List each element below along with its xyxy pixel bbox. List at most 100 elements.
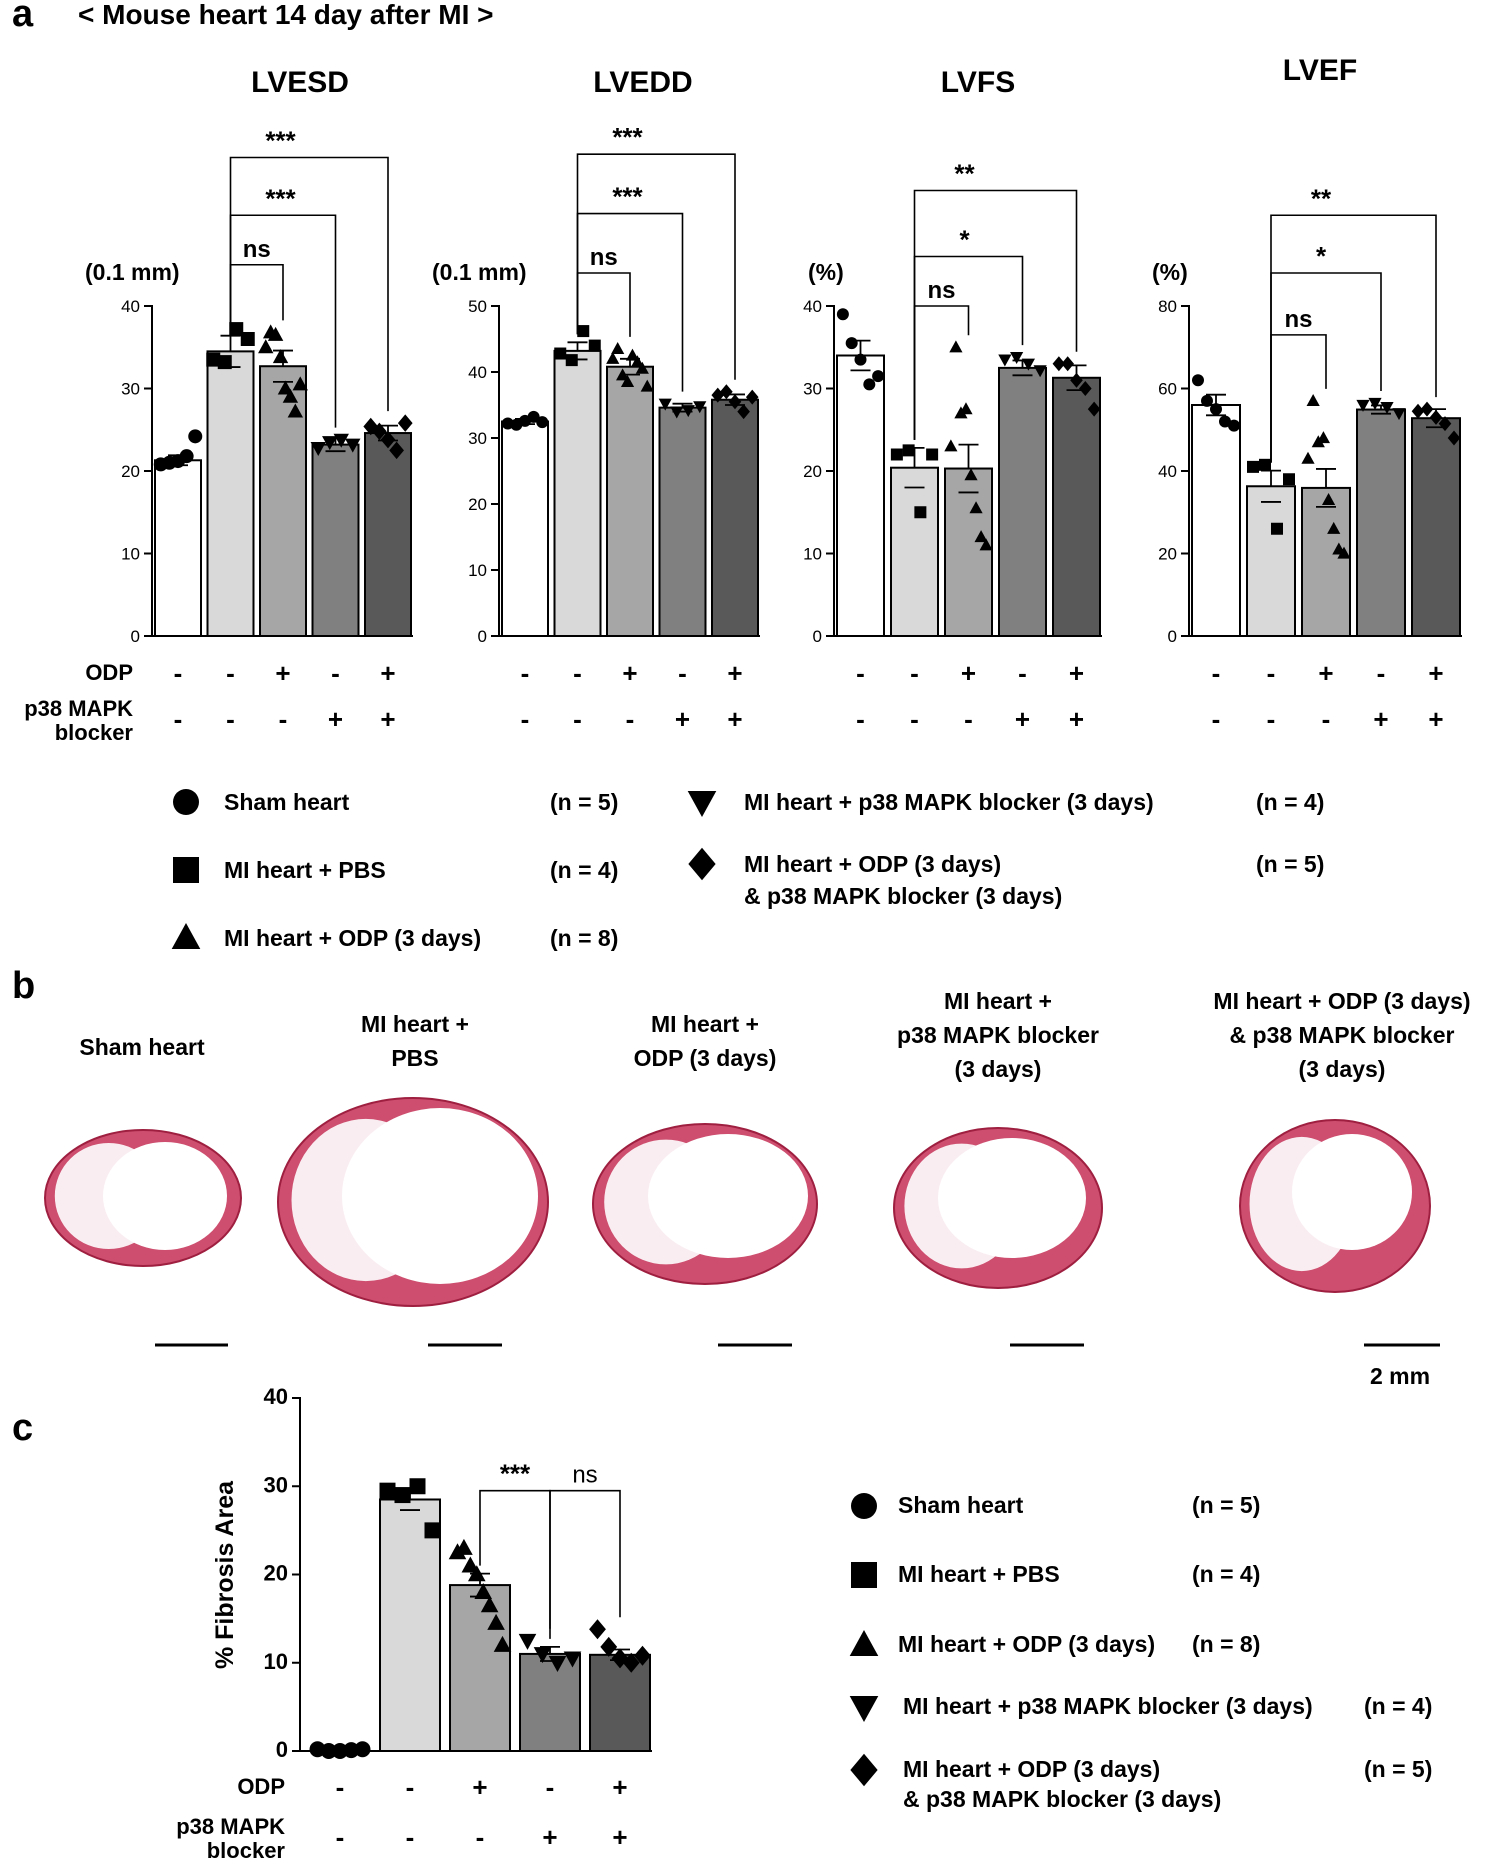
bar-4 <box>711 398 759 637</box>
p38-sign: + <box>380 704 395 734</box>
data-point <box>944 439 958 452</box>
y-tick-label: 20 <box>803 462 822 481</box>
y-tick-label: 10 <box>264 1649 288 1674</box>
bar-1 <box>1246 485 1296 638</box>
data-point <box>345 438 361 453</box>
odp-sign: + <box>727 658 742 688</box>
p38-sign: + <box>1069 704 1084 734</box>
data-point <box>588 339 601 352</box>
p38-sign: + <box>675 704 690 734</box>
legend-n: (n = 8) <box>1192 1631 1260 1657</box>
heart-outline <box>592 1123 818 1285</box>
data-point <box>998 354 1012 367</box>
chart-title: LVFS <box>941 66 1015 99</box>
data-point <box>616 368 630 381</box>
odp-sign: - <box>521 658 530 688</box>
odp-sign: + <box>472 1772 487 1802</box>
data-point <box>188 429 203 444</box>
p38-sign: + <box>542 1822 557 1852</box>
data-point <box>1411 403 1425 419</box>
bar-0 <box>154 459 202 637</box>
left-ventricle-lumen <box>648 1134 808 1258</box>
y-tick-label: 0 <box>813 627 822 646</box>
data-point <box>240 332 255 346</box>
data-point <box>206 352 221 367</box>
p38-sign: + <box>328 704 343 734</box>
odp-sign: - <box>1212 658 1221 688</box>
data-point <box>1356 399 1370 412</box>
data-point <box>229 322 244 337</box>
legend-panel-c: Sham heart (n = 5) MI heart + PBS (n = 4) MI… <box>849 1492 1432 1812</box>
histology-caption: MI heart + <box>944 988 1052 1014</box>
y-tick-label: 10 <box>121 545 140 564</box>
data-point <box>409 1478 426 1495</box>
significance-label: * <box>959 225 970 255</box>
significance-label: *** <box>500 1459 531 1489</box>
panel-a-label: a <box>12 0 34 35</box>
significance-label: * <box>1316 241 1327 271</box>
figure-title: < Mouse heart 14 day after MI > <box>78 0 494 30</box>
odp-sign: - <box>1267 658 1276 688</box>
bar-2 <box>259 365 307 637</box>
data-point <box>620 375 635 387</box>
data-point <box>670 406 684 419</box>
data-point <box>1306 393 1320 406</box>
legend-marker-diamond <box>850 1753 878 1787</box>
bar-1 <box>890 466 939 638</box>
data-point <box>658 398 672 411</box>
data-point <box>589 1619 606 1640</box>
legend-label: Sham heart <box>224 789 350 815</box>
data-point <box>625 348 640 361</box>
data-point <box>1210 403 1222 416</box>
p38-sign: - <box>336 1822 345 1852</box>
y-tick-label: 40 <box>803 297 822 316</box>
data-point <box>518 1633 537 1650</box>
bar-2 <box>449 1584 511 1752</box>
odp-row-label: ODP <box>85 660 133 685</box>
data-point <box>1447 430 1461 446</box>
y-tick-label: 40 <box>468 363 487 382</box>
data-point <box>577 325 590 338</box>
histology-caption: (3 days) <box>955 1056 1042 1082</box>
histology-caption: MI heart + ODP (3 days) <box>1213 988 1470 1014</box>
left-ventricle-lumen <box>1292 1134 1412 1250</box>
significance-bracket <box>549 1489 621 1639</box>
data-point <box>287 403 304 418</box>
heart-section-0 <box>44 1129 242 1267</box>
p38-row-label-2: blocker <box>55 720 134 745</box>
data-point <box>964 468 978 481</box>
y-tick-label: 20 <box>468 495 487 514</box>
odp-sign: + <box>380 658 395 688</box>
data-point <box>745 389 759 405</box>
histology-caption: (3 days) <box>1299 1056 1386 1082</box>
data-point <box>267 326 284 341</box>
data-point <box>1429 409 1443 425</box>
data-point <box>1087 401 1101 417</box>
chart-lvesd: LVESD (0.1 mm) 0 10 20 30 40 ns *** *** - - + - + - - - + +… <box>24 66 413 745</box>
p38-sign: + <box>1373 704 1388 734</box>
data-point <box>354 1741 371 1758</box>
data-point <box>1420 401 1434 417</box>
data-point <box>681 405 695 418</box>
legend-label-2: & p38 MAPK blocker (3 days) <box>744 883 1062 909</box>
legend-label-2: & p38 MAPK blocker (3 days) <box>903 1786 1221 1812</box>
chart-lvedd: LVEDD (0.1 mm) 0 10 20 30 40 50 ns *** *** - - + - + - - -… <box>432 66 760 734</box>
significance-bracket <box>576 153 736 380</box>
bar-4 <box>364 432 412 637</box>
p38-row-label-2: blocker <box>207 1838 286 1863</box>
p38-sign: + <box>612 1822 627 1852</box>
data-point <box>1228 419 1240 432</box>
p38-row-label: p38 MAPK <box>176 1814 285 1839</box>
data-point <box>424 1522 441 1539</box>
y-tick-label: 10 <box>803 545 822 564</box>
y-tick-label: 0 <box>276 1737 288 1762</box>
legend-n: (n = 8) <box>550 925 618 951</box>
data-point <box>1392 408 1406 421</box>
chart-fibrosis: % Fibrosis Area 0 10 20 30 40 *** ns - - + - + - - - + + O… <box>176 1384 652 1863</box>
legend-marker-triangle-up <box>849 1630 879 1657</box>
p38-sign: - <box>521 704 530 734</box>
data-point <box>282 388 299 403</box>
y-tick-label: 0 <box>1168 627 1177 646</box>
